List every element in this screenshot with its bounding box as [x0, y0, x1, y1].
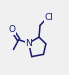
Text: Cl: Cl: [44, 14, 53, 22]
Text: N: N: [25, 39, 32, 48]
Text: O: O: [9, 25, 16, 34]
